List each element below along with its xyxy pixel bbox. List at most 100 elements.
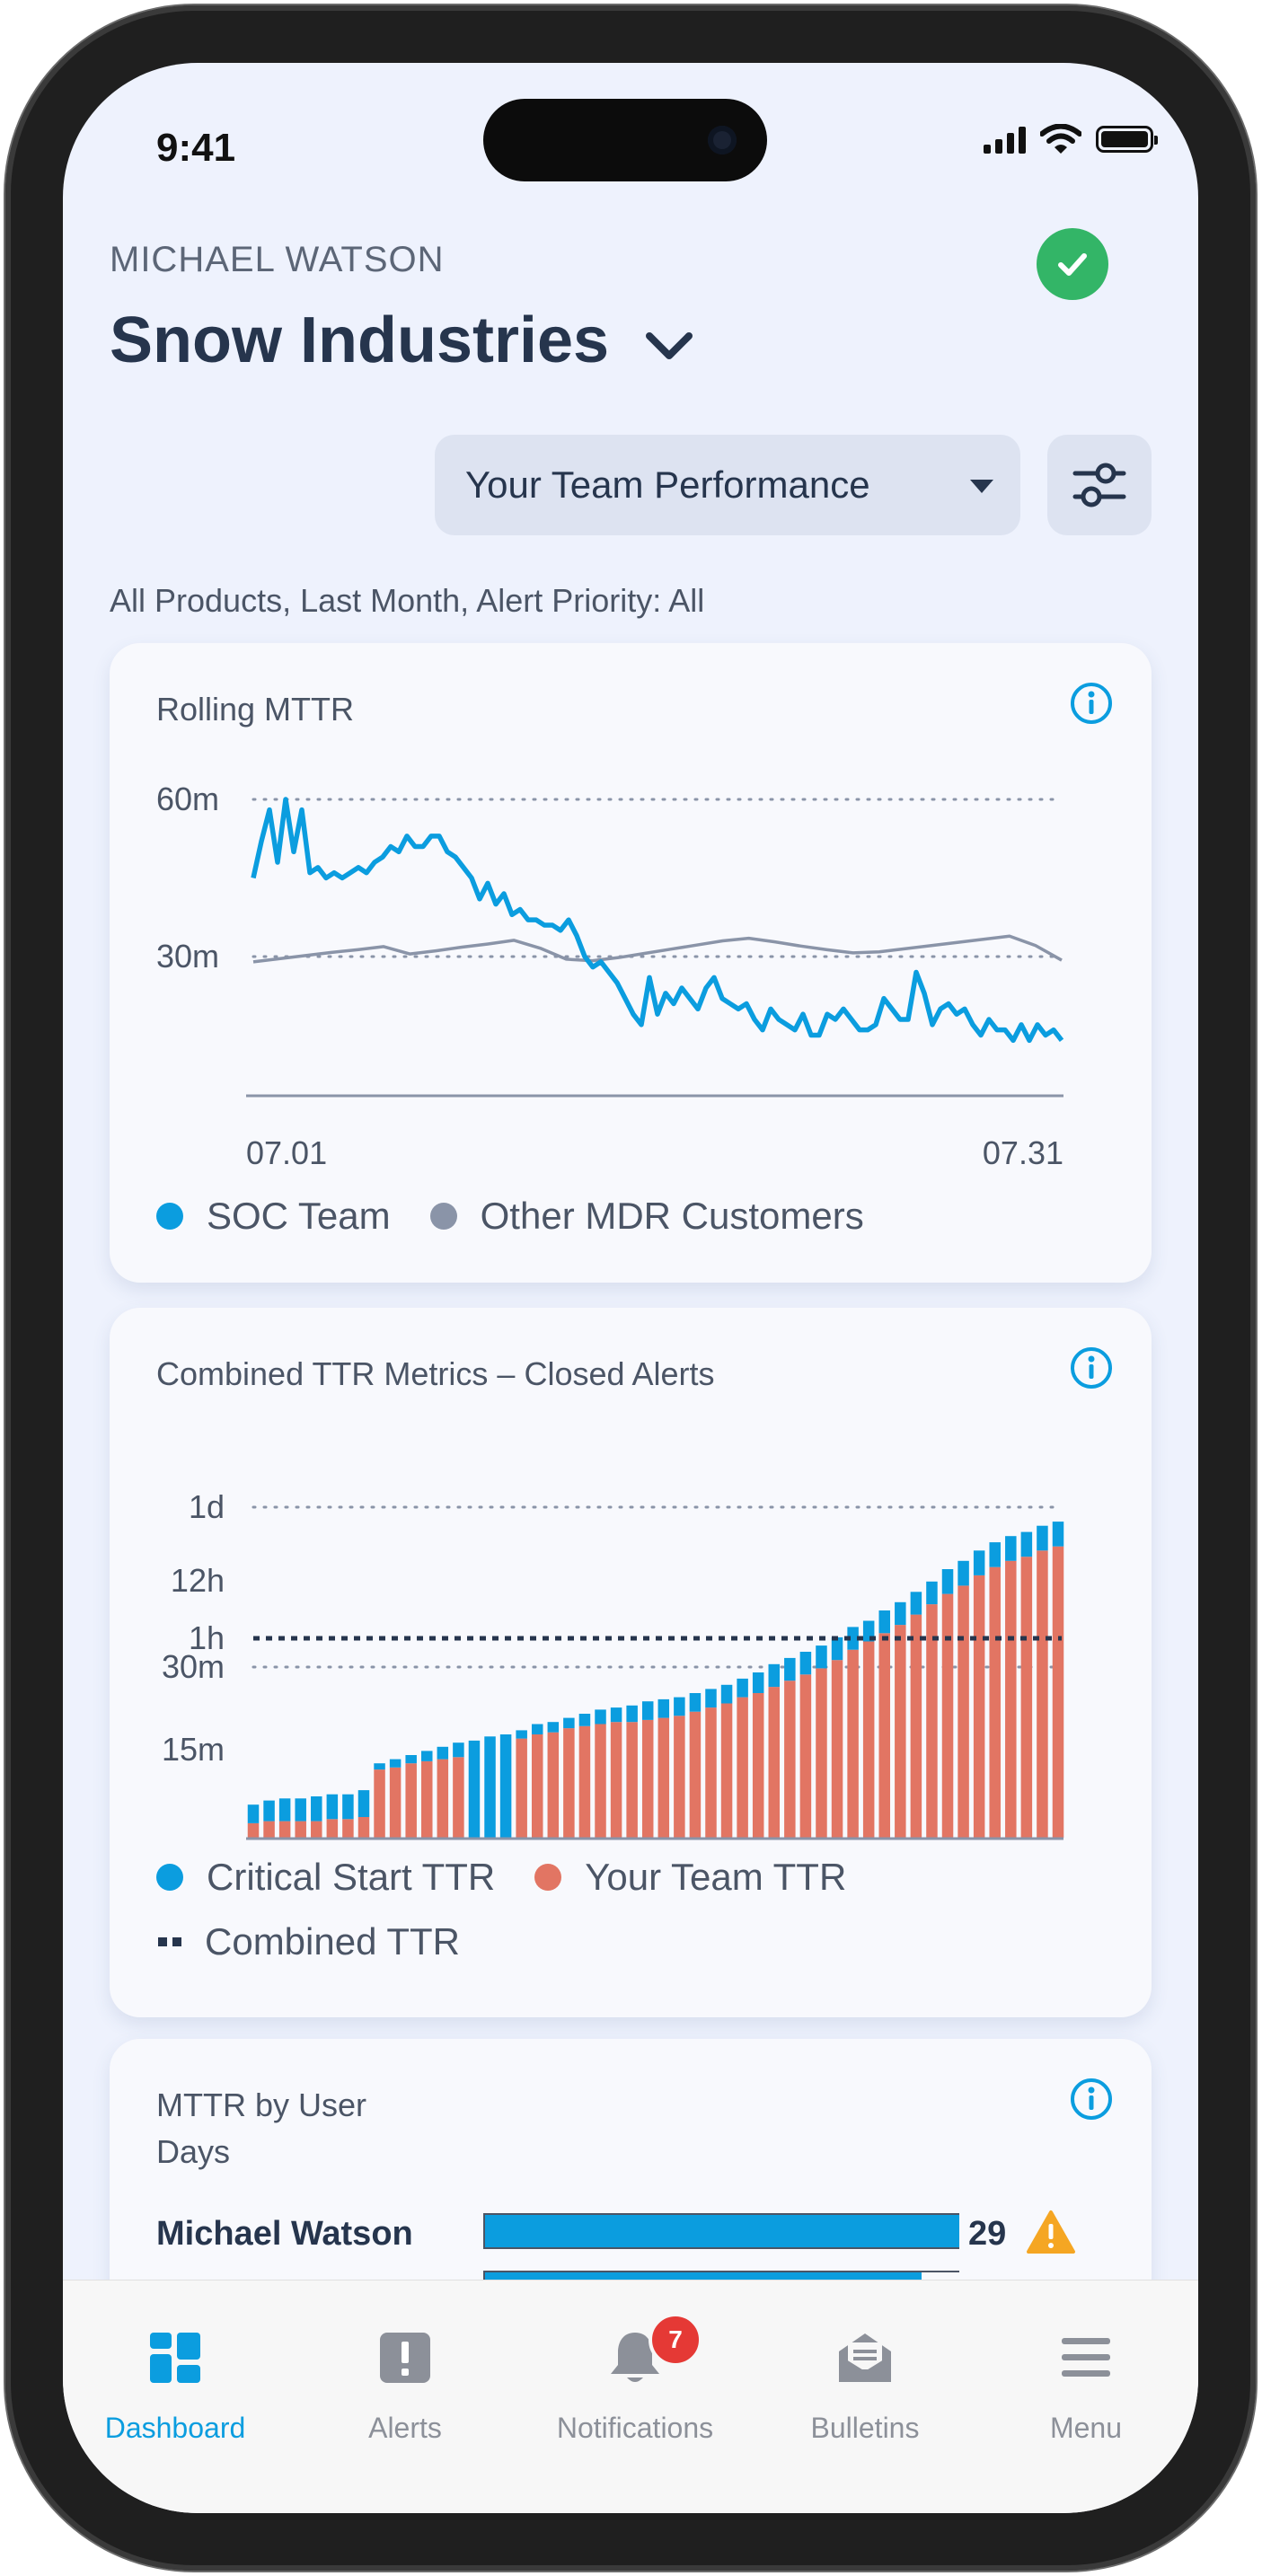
camera-icon [708,126,737,154]
bar-your-team [247,1822,260,1838]
bar-your-team [799,1674,812,1838]
bar-your-team [657,1717,670,1838]
y-tick-label: 30m [156,938,219,975]
sliders-icon [1072,463,1126,507]
bar-your-team [626,1722,638,1838]
bar-critical-start [768,1663,781,1688]
status-icons [984,124,1158,154]
bar-critical-start [847,1627,859,1650]
bar-critical-start [737,1678,748,1698]
bar-critical-start [578,1714,591,1726]
bar-your-team [1052,1546,1064,1838]
bar-critical-start [610,1707,622,1723]
bar-your-team [610,1722,622,1838]
bar-critical-start [910,1592,922,1615]
tab-label: Bulletins [810,2412,920,2444]
tab-bar: Dashboard Alerts 7 Notifications [63,2280,1198,2513]
bar-your-team [720,1703,733,1838]
bar-your-team [278,1821,291,1838]
y-tick-label: 30m [162,1648,225,1685]
view-select[interactable]: Your Team Performance [435,435,1020,535]
bar-your-team [516,1738,527,1838]
bar-critical-start [1020,1531,1033,1557]
bar-critical-start [421,1751,433,1761]
bar-critical-start [263,1800,275,1822]
bar-your-team [973,1575,985,1838]
legend-item-your-team: Your Team TTR [534,1856,846,1899]
bar-critical-start [973,1550,985,1575]
bar-your-team [895,1625,906,1838]
bar-your-team [689,1711,702,1838]
bar-your-team [263,1821,275,1838]
company-selector[interactable]: Snow Industries [110,304,693,377]
notification-badge: 7 [649,2313,702,2367]
bar-your-team [831,1660,843,1838]
bar-your-team [437,1759,449,1838]
rolling-mttr-chart: 60m 30m 07.01 07.31 [156,781,1064,1171]
tab-label: Menu [1049,2412,1123,2444]
bar-critical-start [437,1746,449,1760]
caret-down-icon [970,480,993,493]
signal-icon [984,125,1026,154]
user-row-name: Michael Watson [156,2215,413,2253]
combined-legend: Critical Start TTR Your Team TTR [156,1856,886,1899]
bar-your-team [784,1681,796,1838]
filter-summary: All Products, Last Month, Alert Priority… [110,582,705,619]
bar-your-team [674,1716,685,1838]
tab-label: Alerts [368,2412,442,2444]
bar-your-team [816,1668,827,1838]
bar-your-team [578,1725,591,1838]
bar-your-team [595,1724,606,1838]
bar-critical-start [989,1542,1001,1567]
bar-critical-start [926,1581,938,1605]
bar-critical-start [595,1709,606,1725]
bar-critical-start [484,1736,496,1838]
bar-your-team [1005,1560,1017,1838]
bar-critical-start [405,1755,417,1764]
bar-your-team [531,1734,543,1838]
bar-your-team [737,1697,748,1838]
bar-critical-start [878,1610,890,1634]
alert-square-icon [373,2325,437,2390]
bar-critical-start [752,1672,764,1693]
card-title: Rolling MTTR [156,691,355,728]
bar-critical-start [278,1798,291,1822]
bar-your-team [847,1649,859,1838]
bar-critical-start [895,1601,906,1626]
dashboard-icon [143,2325,207,2390]
y-tick-label: 60m [156,781,219,817]
view-select-label: Your Team Performance [465,463,870,506]
bar-your-team [752,1693,764,1838]
rolling-legend: SOC Team Other MDR Customers [156,1195,904,1238]
info-icon[interactable] [1069,1345,1114,1390]
info-icon[interactable] [1069,2077,1114,2122]
bar-critical-start [1037,1525,1048,1551]
bar-critical-start [799,1652,812,1675]
info-icon[interactable] [1069,681,1114,726]
hamburger-menu-icon [1054,2325,1118,2390]
y-tick-label: 15m [162,1731,225,1768]
bar-critical-start [389,1759,402,1768]
bar-your-team [1020,1557,1033,1838]
bar-your-team [563,1728,575,1838]
bar-critical-start [295,1798,306,1822]
bar-critical-start [247,1804,260,1823]
filter-button[interactable] [1047,435,1152,535]
bar-critical-start [1005,1536,1017,1561]
status-check-icon[interactable] [1037,228,1108,300]
bar-your-team [768,1687,781,1838]
bar-critical-start [720,1684,733,1704]
bar-your-team [910,1614,922,1838]
bar-critical-start [641,1701,654,1720]
bar-critical-start [831,1636,843,1661]
screen: 9:41 MICHAEL WATSON Snow Industries Your… [63,63,1198,2513]
bar-critical-start [784,1657,796,1681]
series-line-other-mdr [252,934,1063,964]
bar-your-team [641,1719,654,1838]
company-name: Snow Industries [110,304,610,376]
warning-icon [1027,2210,1075,2254]
bar-your-team [295,1821,306,1838]
bar-critical-start [705,1689,717,1708]
bar-critical-start [674,1697,685,1716]
